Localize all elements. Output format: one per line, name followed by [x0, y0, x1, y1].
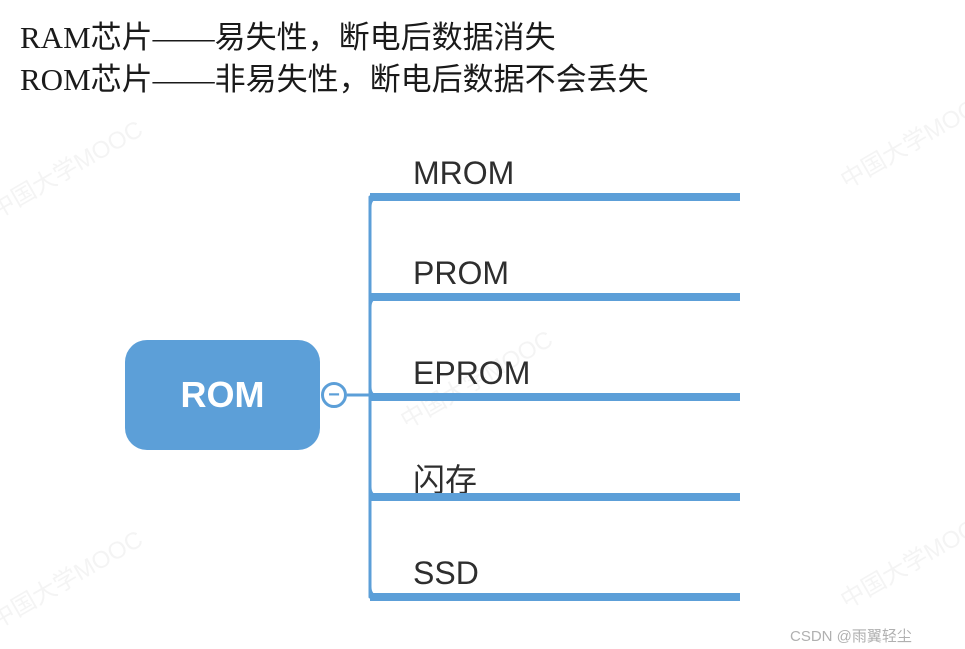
- collapse-toggle[interactable]: −: [321, 382, 347, 408]
- mindmap-root-label: ROM: [181, 374, 265, 416]
- mindmap-root-node: ROM: [125, 340, 320, 450]
- mindmap-child-label: SSD: [413, 555, 479, 592]
- mindmap-child-label: PROM: [413, 255, 509, 292]
- mindmap-child-underline: [370, 293, 740, 301]
- mindmap-child-underline: [370, 193, 740, 201]
- mindmap-child-underline: [370, 393, 740, 401]
- mindmap-connectors: [0, 0, 965, 649]
- mindmap-child-underline: [370, 493, 740, 501]
- mindmap-child-label: EPROM: [413, 355, 530, 392]
- mindmap-child-label: MROM: [413, 155, 514, 192]
- mindmap-child-underline: [370, 593, 740, 601]
- minus-icon: −: [328, 385, 340, 405]
- footer-attribution: CSDN @雨翼轻尘: [790, 625, 912, 646]
